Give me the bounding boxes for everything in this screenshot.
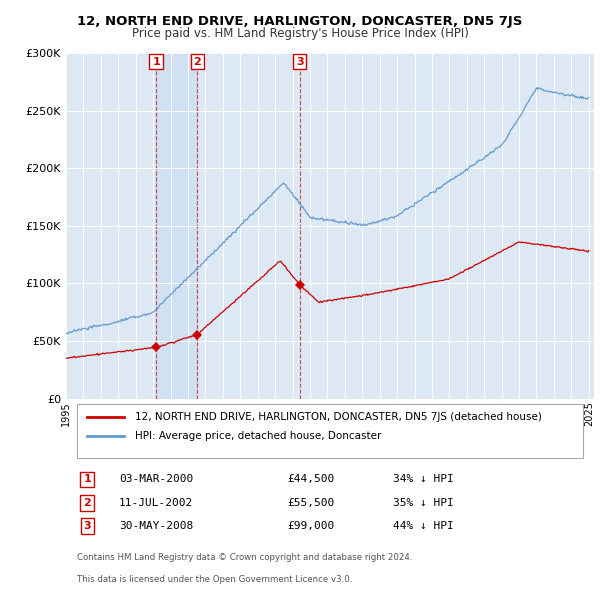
Text: Price paid vs. HM Land Registry's House Price Index (HPI): Price paid vs. HM Land Registry's House …: [131, 27, 469, 40]
Text: 03-MAR-2000: 03-MAR-2000: [119, 474, 193, 484]
Text: This data is licensed under the Open Government Licence v3.0.: This data is licensed under the Open Gov…: [77, 575, 352, 584]
Bar: [156, 53, 197, 399]
Text: 30-MAY-2008: 30-MAY-2008: [119, 521, 193, 531]
Text: 12, NORTH END DRIVE, HARLINGTON, DONCASTER, DN5 7JS: 12, NORTH END DRIVE, HARLINGTON, DONCAST…: [77, 15, 523, 28]
Text: £55,500: £55,500: [288, 498, 335, 508]
Text: 2: 2: [193, 57, 201, 67]
Text: Contains HM Land Registry data © Crown copyright and database right 2024.: Contains HM Land Registry data © Crown c…: [77, 553, 412, 562]
Text: 44% ↓ HPI: 44% ↓ HPI: [394, 521, 454, 531]
Text: 1: 1: [152, 57, 160, 67]
Text: 12, NORTH END DRIVE, HARLINGTON, DONCASTER, DN5 7JS (detached house): 12, NORTH END DRIVE, HARLINGTON, DONCAST…: [134, 411, 542, 421]
Text: £99,000: £99,000: [288, 521, 335, 531]
Text: £44,500: £44,500: [288, 474, 335, 484]
FancyBboxPatch shape: [77, 404, 583, 458]
Text: 2: 2: [83, 498, 91, 508]
Text: 1: 1: [83, 474, 91, 484]
Text: 35% ↓ HPI: 35% ↓ HPI: [394, 498, 454, 508]
Text: 34% ↓ HPI: 34% ↓ HPI: [394, 474, 454, 484]
Text: 3: 3: [296, 57, 304, 67]
Text: 3: 3: [83, 521, 91, 531]
Text: HPI: Average price, detached house, Doncaster: HPI: Average price, detached house, Donc…: [134, 431, 381, 441]
Text: 11-JUL-2002: 11-JUL-2002: [119, 498, 193, 508]
